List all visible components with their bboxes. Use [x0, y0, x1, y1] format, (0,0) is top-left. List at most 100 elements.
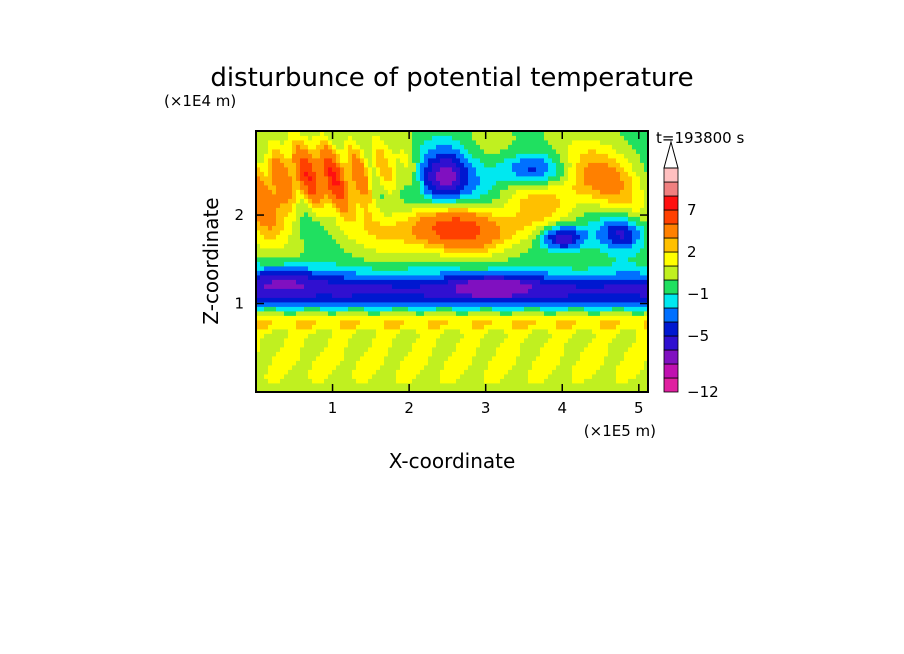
heatmap-cell [452, 356, 457, 361]
heatmap-cell [484, 302, 489, 307]
heatmap-cell [508, 293, 513, 298]
heatmap-cell [256, 279, 261, 285]
heatmap-cell [500, 302, 505, 307]
heatmap-cell [484, 275, 489, 280]
heatmap-cell [404, 158, 409, 163]
heatmap-cell [440, 248, 445, 253]
heatmap-cell [264, 234, 269, 240]
heatmap-cell [256, 162, 261, 168]
heatmap-cell [528, 275, 533, 280]
heatmap-cell [460, 347, 465, 352]
heatmap-cell [348, 284, 353, 289]
heatmap-cell [284, 338, 289, 343]
heatmap-cell [528, 239, 533, 244]
heatmap-cell [360, 131, 365, 136]
heatmap-cell [424, 347, 429, 352]
heatmap-cell [444, 266, 449, 271]
heatmap-cell [572, 198, 577, 204]
heatmap-cell [332, 252, 337, 258]
heatmap-cell [552, 369, 557, 375]
heatmap-cell [368, 180, 373, 186]
heatmap-cell [356, 302, 361, 307]
heatmap-cell [388, 171, 393, 177]
heatmap-cell [468, 221, 473, 226]
heatmap-cell [524, 140, 529, 145]
heatmap-cell [488, 279, 493, 285]
heatmap-cell [520, 356, 525, 361]
heatmap-cell [420, 216, 425, 222]
heatmap-cell [292, 261, 297, 267]
heatmap-cell [488, 176, 493, 181]
heatmap-cell [408, 387, 413, 393]
heatmap-cell [496, 158, 501, 163]
heatmap-cell [588, 216, 593, 222]
heatmap-cell [576, 248, 581, 253]
heatmap-cell [532, 131, 537, 136]
heatmap-cell [396, 243, 401, 249]
heatmap-cell [288, 225, 293, 231]
heatmap-cell [276, 365, 281, 370]
heatmap-cell [516, 288, 521, 294]
heatmap-cell [504, 333, 509, 339]
heatmap-cell [324, 185, 329, 190]
heatmap-cell [524, 333, 529, 339]
heatmap-cell [548, 351, 553, 357]
heatmap-cell [480, 144, 485, 150]
heatmap-cell [396, 324, 401, 330]
heatmap-cell [532, 153, 537, 159]
heatmap-cell [412, 162, 417, 168]
heatmap-cell [488, 342, 493, 348]
heatmap-cell [548, 207, 553, 213]
heatmap-cell [380, 185, 385, 190]
heatmap-cell [536, 338, 541, 343]
heatmap-cell [592, 248, 597, 253]
heatmap-cell [532, 248, 537, 253]
heatmap-cell [588, 252, 593, 258]
heatmap-cell [496, 324, 501, 330]
heatmap-cell [400, 153, 405, 159]
heatmap-cell [592, 212, 597, 217]
heatmap-cell [332, 221, 337, 226]
heatmap-cell [464, 320, 469, 325]
heatmap-cell [504, 302, 509, 307]
heatmap-cell [456, 360, 461, 366]
heatmap-cell [432, 333, 437, 339]
heatmap-cell [352, 261, 357, 267]
heatmap-cell [308, 158, 313, 163]
heatmap-cell [512, 338, 517, 343]
heatmap-cell [520, 378, 525, 384]
heatmap-cell [284, 140, 289, 145]
heatmap-cell [280, 329, 285, 334]
heatmap-cell [396, 275, 401, 280]
heatmap-cell [388, 284, 393, 289]
heatmap-cell [556, 198, 561, 204]
heatmap-cell [516, 230, 521, 235]
heatmap-cell [532, 288, 537, 294]
heatmap-cell [484, 203, 489, 208]
heatmap-cell [584, 198, 589, 204]
heatmap-cell [472, 288, 477, 294]
heatmap-cell [320, 252, 325, 258]
heatmap-cell [316, 306, 321, 312]
heatmap-cell [440, 320, 445, 325]
heatmap-cell [600, 374, 605, 379]
heatmap-cell [564, 306, 569, 312]
heatmap-cell [580, 216, 585, 222]
heatmap-cell [320, 266, 325, 271]
heatmap-cell [476, 153, 481, 159]
heatmap-cell [268, 185, 273, 190]
heatmap-cell [484, 261, 489, 267]
heatmap-cell [448, 338, 453, 343]
heatmap-cell [412, 351, 417, 357]
heatmap-cell [456, 167, 461, 172]
heatmap-cell [364, 288, 369, 294]
heatmap-cell [528, 383, 533, 388]
heatmap-cell [372, 288, 377, 294]
heatmap-cell [420, 225, 425, 231]
heatmap-cell [284, 351, 289, 357]
heatmap-cell [488, 234, 493, 240]
heatmap-cell [512, 387, 517, 393]
heatmap-cell [416, 167, 421, 172]
heatmap-cell [500, 279, 505, 285]
heatmap-cell [356, 135, 361, 141]
